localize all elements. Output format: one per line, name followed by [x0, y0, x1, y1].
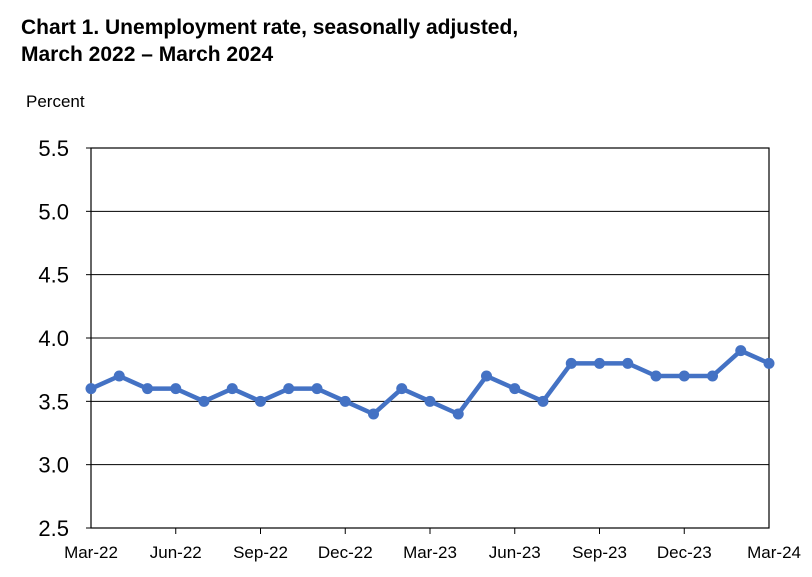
data-point: [763, 357, 775, 369]
chart-title-line-2: March 2022 – March 2024: [21, 43, 274, 66]
data-point: [509, 383, 521, 395]
data-point: [339, 395, 351, 407]
data-point: [650, 370, 662, 382]
data-point: [255, 395, 266, 407]
data-point: [424, 395, 436, 407]
y-axis-label: Percent: [26, 92, 85, 111]
y-tick-label: 4.5: [38, 263, 69, 288]
x-tick-label: Mar-24: [747, 543, 801, 562]
data-point: [170, 383, 182, 395]
data-point: [368, 408, 379, 420]
data-point: [735, 345, 747, 357]
x-axis-ticks: Mar-22 Jun-22 Sep-22 Dec-22 Mar-23 Jun-23 Sep-…: [64, 528, 801, 562]
data-point: [565, 357, 577, 369]
y-tick-label: 2.5: [38, 516, 69, 541]
data-point: [537, 395, 549, 407]
x-tick-label: Dec-23: [657, 543, 712, 562]
data-point: [481, 370, 492, 382]
data-point: [113, 370, 125, 382]
y-tick-label: 3.5: [38, 389, 69, 414]
x-tick-label: Jun-22: [150, 543, 202, 562]
x-tick-label: Sep-22: [233, 543, 288, 562]
series-unemployment-rate: [85, 345, 775, 420]
x-tick-label: Jun-23: [489, 543, 541, 562]
data-point: [283, 383, 295, 395]
x-tick-label: Sep-23: [572, 543, 627, 562]
data-point: [311, 383, 323, 395]
y-tick-label: 5.0: [38, 199, 69, 224]
y-axis-ticks: 5.5 5.0 4.5 4.0 3.5 3.0 2.5: [38, 136, 91, 541]
chart-title: Chart 1. Unemployment rate, seasonally a…: [21, 14, 518, 68]
chart-title-line-1: Chart 1. Unemployment rate, seasonally a…: [21, 16, 519, 39]
data-point: [85, 383, 97, 395]
data-point: [142, 383, 153, 395]
y-tick-label: 5.5: [38, 136, 69, 161]
data-point: [452, 408, 464, 420]
data-point: [396, 383, 408, 395]
data-point: [226, 383, 238, 395]
y-tick-label: 3.0: [38, 453, 69, 478]
data-point: [678, 370, 690, 382]
data-point: [594, 357, 605, 369]
data-point: [622, 357, 634, 369]
x-tick-label: Mar-22: [64, 543, 118, 562]
x-tick-label: Mar-23: [403, 543, 457, 562]
data-point: [707, 370, 718, 382]
y-tick-label: 4.0: [38, 326, 69, 351]
x-tick-label: Dec-22: [318, 543, 373, 562]
gridlines: [91, 210, 769, 466]
data-point: [198, 395, 210, 407]
